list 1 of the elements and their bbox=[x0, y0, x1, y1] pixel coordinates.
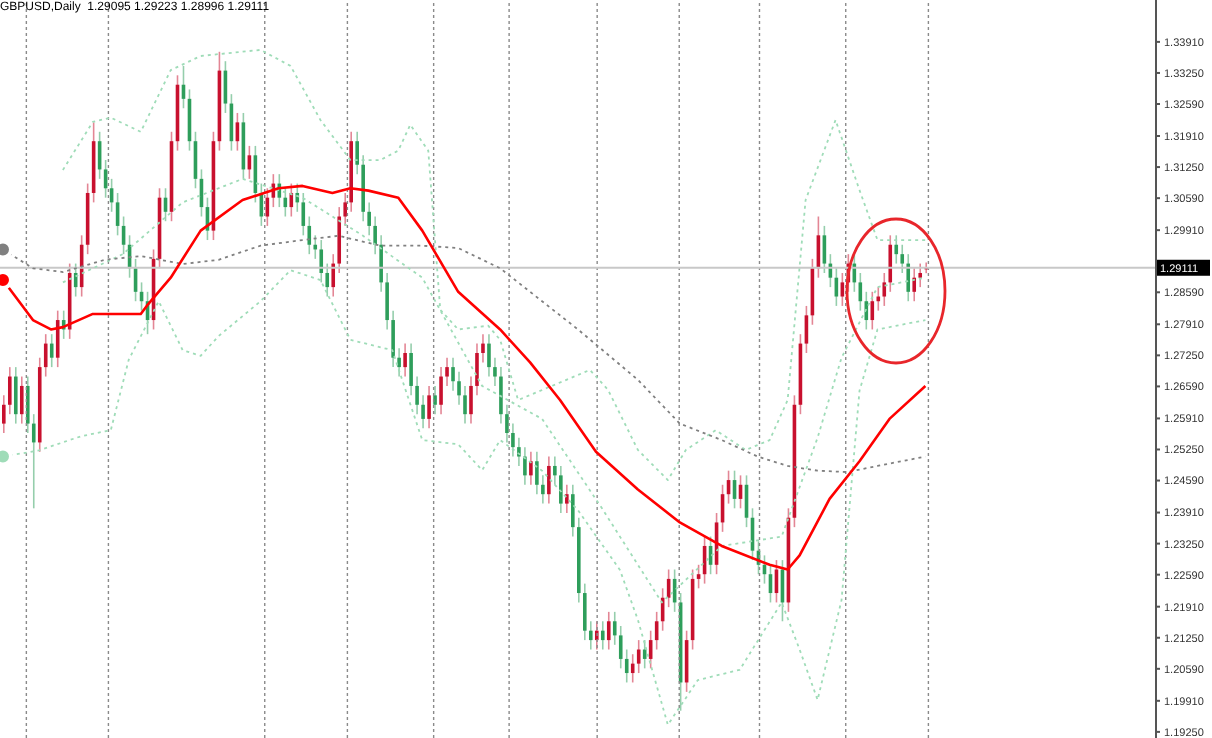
line-series bbox=[0, 269, 927, 726]
